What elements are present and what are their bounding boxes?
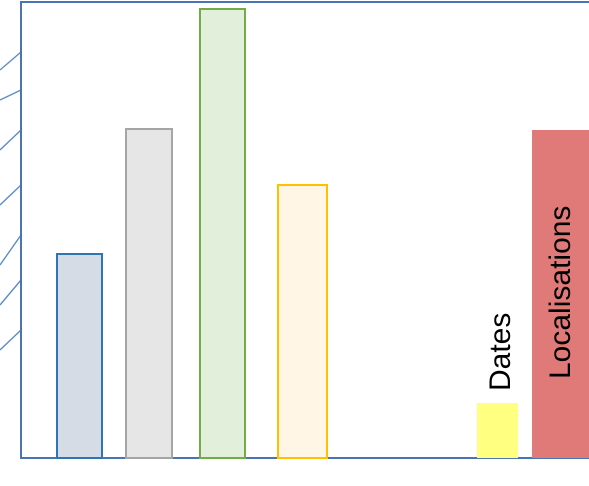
connector-line (0, 51, 22, 71)
connector-line (0, 279, 22, 306)
connector-lines (0, 51, 22, 351)
connector-line (0, 329, 22, 351)
bar-2 (125, 128, 173, 459)
bar-4 (277, 184, 328, 459)
connector-line (0, 184, 22, 206)
connector-line (0, 234, 22, 266)
bar-3 (199, 8, 246, 459)
connector-line (0, 89, 22, 101)
bar-localisations (532, 130, 589, 458)
dates-label: Dates (484, 313, 517, 391)
localisations-label: Localisations (544, 206, 577, 379)
bar-dates (477, 403, 518, 458)
bar-1 (56, 253, 103, 459)
connector-line (0, 129, 22, 151)
